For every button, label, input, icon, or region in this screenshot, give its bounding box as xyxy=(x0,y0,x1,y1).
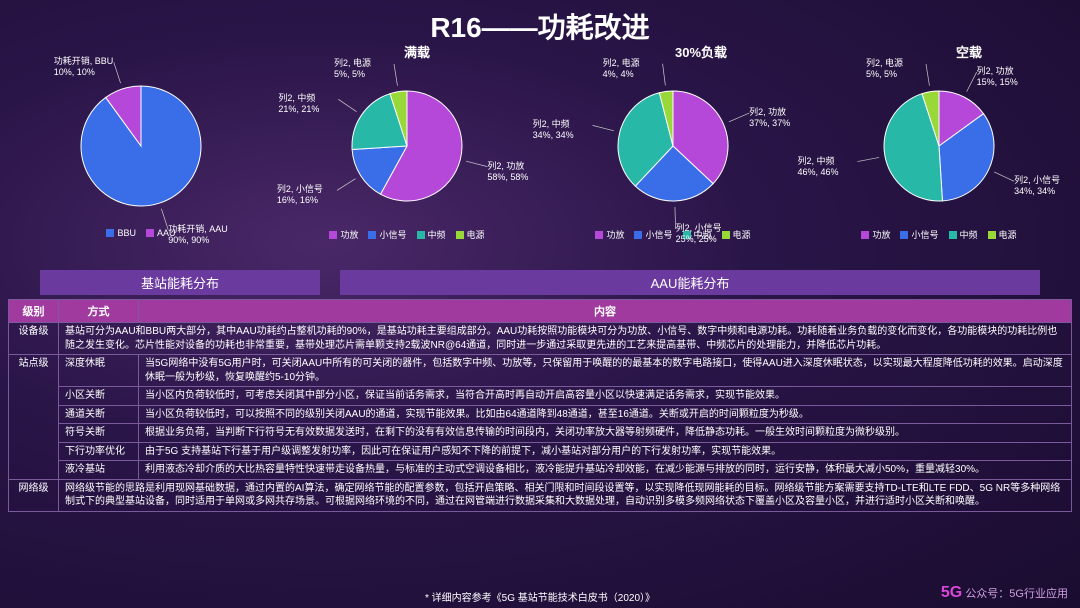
table-header: 内容 xyxy=(139,300,1072,323)
page-title: R16——功耗改进 xyxy=(0,0,1080,46)
table-row: 下行功率优化由于5G 支持基站下行基于用户级调整发射功率，因此可在保证用户感知不… xyxy=(9,442,1072,461)
chart-2: 满载 列2, 功放58%, 58%列2, 小信号16%, 16%列2, 中频21… xyxy=(274,46,540,241)
footer-note: * 详细内容参考《5G 基站节能技术白皮书（2020）》 xyxy=(425,589,655,604)
chart-3: 30%负载 列2, 功放37%, 37%列2, 小信号25%, 25%列2, 中… xyxy=(540,46,806,241)
section-right: AAU能耗分布 xyxy=(340,270,1040,295)
table-row: 符号关断根据业务负荷，当判断下行符号无有效数据发送时，在剩下的没有有效信息传输的… xyxy=(9,424,1072,443)
table-row: 液冷基站利用液态冷却介质的大比热容量特性快速带走设备热量，与标准的主动式空调设备… xyxy=(9,461,1072,480)
brand: 5G 公众号：5G行业应用 xyxy=(941,584,1068,602)
table-header: 方式 xyxy=(59,300,139,323)
table-row: 设备级基站可分为AAU和BBU两大部分，其中AAU功耗约占整机功耗的90%，是基… xyxy=(9,323,1072,355)
table-row: 小区关断当小区内负荷较低时，可考虑关闭其中部分小区，保证当前话务需求，当符合开高… xyxy=(9,387,1072,406)
charts-row: 功耗开销, AAU90%, 90%功耗开销, BBU10%, 10% BBUAA… xyxy=(0,46,1080,266)
content-table: 级别方式内容 设备级基站可分为AAU和BBU两大部分，其中AAU功耗约占整机功耗… xyxy=(8,299,1072,512)
section-headers: 基站能耗分布 AAU能耗分布 xyxy=(0,270,1080,295)
table-header: 级别 xyxy=(9,300,59,323)
table-row: 通道关断当小区负荷较低时，可以按照不同的级别关闭AAU的通道，实现节能效果。比如… xyxy=(9,405,1072,424)
chart-4: 空载 列2, 功放15%, 15%列2, 小信号34%, 34%列2, 中频46… xyxy=(806,46,1072,241)
section-left: 基站能耗分布 xyxy=(40,270,320,295)
table-row: 站点级深度休眠当5G网络中没有5G用户时，可关闭AAU中所有的可关闭的器件，包括… xyxy=(9,355,1072,387)
table-row: 网络级网络级节能的思路是利用现网基础数据，通过内置的AI算法，确定网络节能的配置… xyxy=(9,479,1072,511)
chart-1: 功耗开销, AAU90%, 90%功耗开销, BBU10%, 10% BBUAA… xyxy=(8,46,274,238)
